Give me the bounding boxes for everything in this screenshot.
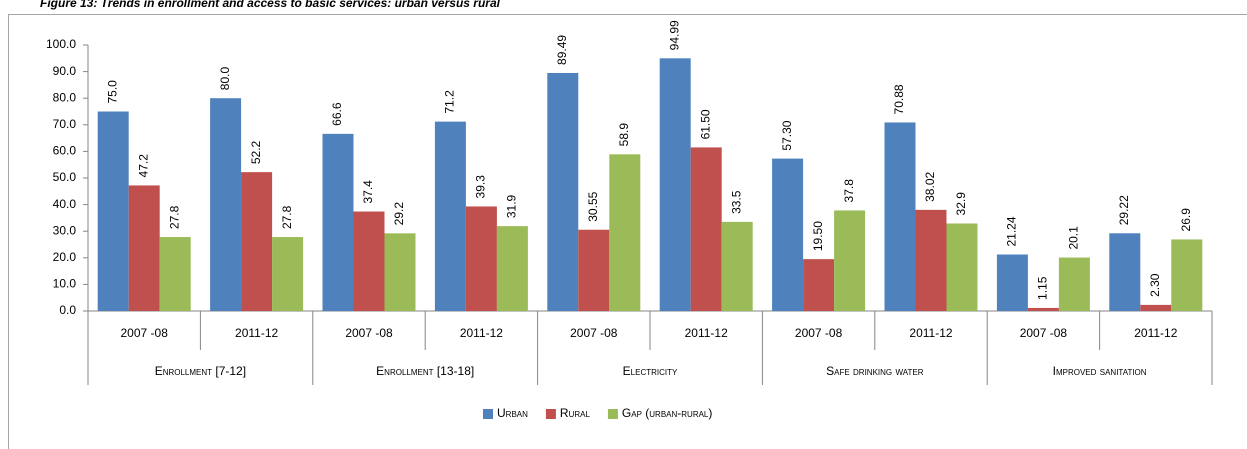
y-tick-label: 60.0	[53, 144, 77, 158]
data-label: 33.5	[729, 190, 743, 214]
data-label: 61.50	[698, 109, 712, 139]
y-tick-label: 10.0	[53, 277, 77, 291]
bar	[1109, 233, 1141, 311]
x-tick-label: 2011-12	[235, 326, 278, 340]
bar	[946, 223, 978, 311]
legend-swatch	[607, 409, 618, 419]
x-tick-label: 2007 -08	[121, 326, 169, 340]
legend-label: Rural	[560, 406, 591, 420]
bar	[772, 158, 804, 311]
bar	[496, 226, 528, 311]
data-label: 29.2	[392, 202, 406, 226]
data-label: 75.0	[105, 80, 119, 104]
bar	[97, 111, 129, 311]
x-tick-label: 2011-12	[1134, 326, 1177, 340]
bar	[578, 229, 610, 311]
bar	[353, 211, 385, 311]
bar	[1171, 239, 1203, 311]
bar	[434, 121, 466, 311]
x-tick-label: 2011-12	[460, 326, 503, 340]
bar	[834, 210, 866, 311]
bar	[690, 147, 722, 311]
data-label: 2.30	[1148, 273, 1162, 297]
bar	[547, 72, 579, 311]
group-label: Enrollment [13-18]	[376, 364, 474, 378]
data-label: 30.55	[586, 191, 600, 221]
chart-title: Figure 13: Trends in enrollment and acce…	[40, 0, 501, 10]
y-tick-label: 50.0	[53, 170, 77, 184]
bar	[384, 233, 416, 311]
data-label: 37.4	[361, 180, 375, 204]
y-tick-label: 100.0	[46, 37, 76, 51]
data-label: 58.9	[617, 123, 631, 147]
data-label: 32.9	[954, 192, 968, 216]
bar	[996, 254, 1028, 311]
data-label: 89.49	[555, 35, 569, 65]
bar	[1058, 257, 1090, 311]
bar	[1027, 307, 1059, 311]
data-label: 66.6	[330, 102, 344, 126]
bar	[128, 185, 160, 311]
bar	[465, 206, 497, 311]
data-label: 47.2	[136, 154, 150, 178]
group-label: Electricity	[623, 364, 678, 378]
data-label: 39.3	[474, 175, 488, 199]
data-label: 27.8	[280, 205, 294, 229]
data-label: 80.0	[218, 67, 232, 91]
data-label: 71.2	[443, 90, 457, 114]
y-tick-label: 90.0	[53, 64, 77, 78]
data-label: 21.24	[1005, 216, 1019, 246]
data-label: 27.8	[167, 205, 181, 229]
data-label: 70.88	[892, 84, 906, 114]
bar	[241, 172, 273, 311]
x-tick-label: 2011-12	[685, 326, 728, 340]
y-tick-label: 40.0	[53, 197, 77, 211]
data-label: 20.1	[1067, 226, 1081, 250]
data-label: 57.30	[780, 120, 794, 150]
bar	[159, 237, 191, 311]
y-tick-label: 20.0	[53, 250, 77, 264]
data-label: 37.8	[842, 179, 856, 203]
data-label: 19.50	[811, 221, 825, 251]
bar	[272, 237, 304, 311]
bar	[609, 154, 641, 311]
y-tick-label: 80.0	[53, 90, 77, 104]
bar	[721, 221, 753, 311]
legend-label: Urban	[497, 406, 528, 420]
bar	[659, 58, 691, 311]
data-label: 1.15	[1036, 276, 1050, 300]
data-label: 94.99	[667, 20, 681, 50]
data-label: 38.02	[923, 172, 937, 202]
group-label: Enrollment [7-12]	[155, 364, 246, 378]
y-tick-label: 70.0	[53, 117, 77, 131]
y-tick-label: 0.0	[59, 303, 76, 317]
legend-swatch	[483, 409, 493, 419]
data-label: 52.2	[249, 140, 263, 164]
data-label: 26.9	[1179, 208, 1193, 232]
bar	[884, 122, 916, 311]
x-tick-label: 2007 -08	[1020, 326, 1068, 340]
x-tick-label: 2007 -08	[345, 326, 393, 340]
bar	[322, 133, 354, 311]
bar	[803, 259, 835, 311]
bar	[915, 209, 947, 311]
bar	[1140, 304, 1172, 311]
data-label: 29.22	[1117, 195, 1131, 225]
data-label: 31.9	[505, 194, 519, 218]
x-tick-label: 2011-12	[909, 326, 952, 340]
group-label: Improved sanitation	[1053, 364, 1147, 378]
legend-label: Gap (urban-rural)	[622, 406, 712, 420]
x-tick-label: 2007 -08	[570, 326, 618, 340]
bar	[210, 98, 242, 311]
y-tick-label: 30.0	[53, 223, 77, 237]
legend-swatch	[545, 409, 556, 419]
x-tick-label: 2007 -08	[795, 326, 843, 340]
group-label: Safe drinking water	[826, 364, 924, 378]
